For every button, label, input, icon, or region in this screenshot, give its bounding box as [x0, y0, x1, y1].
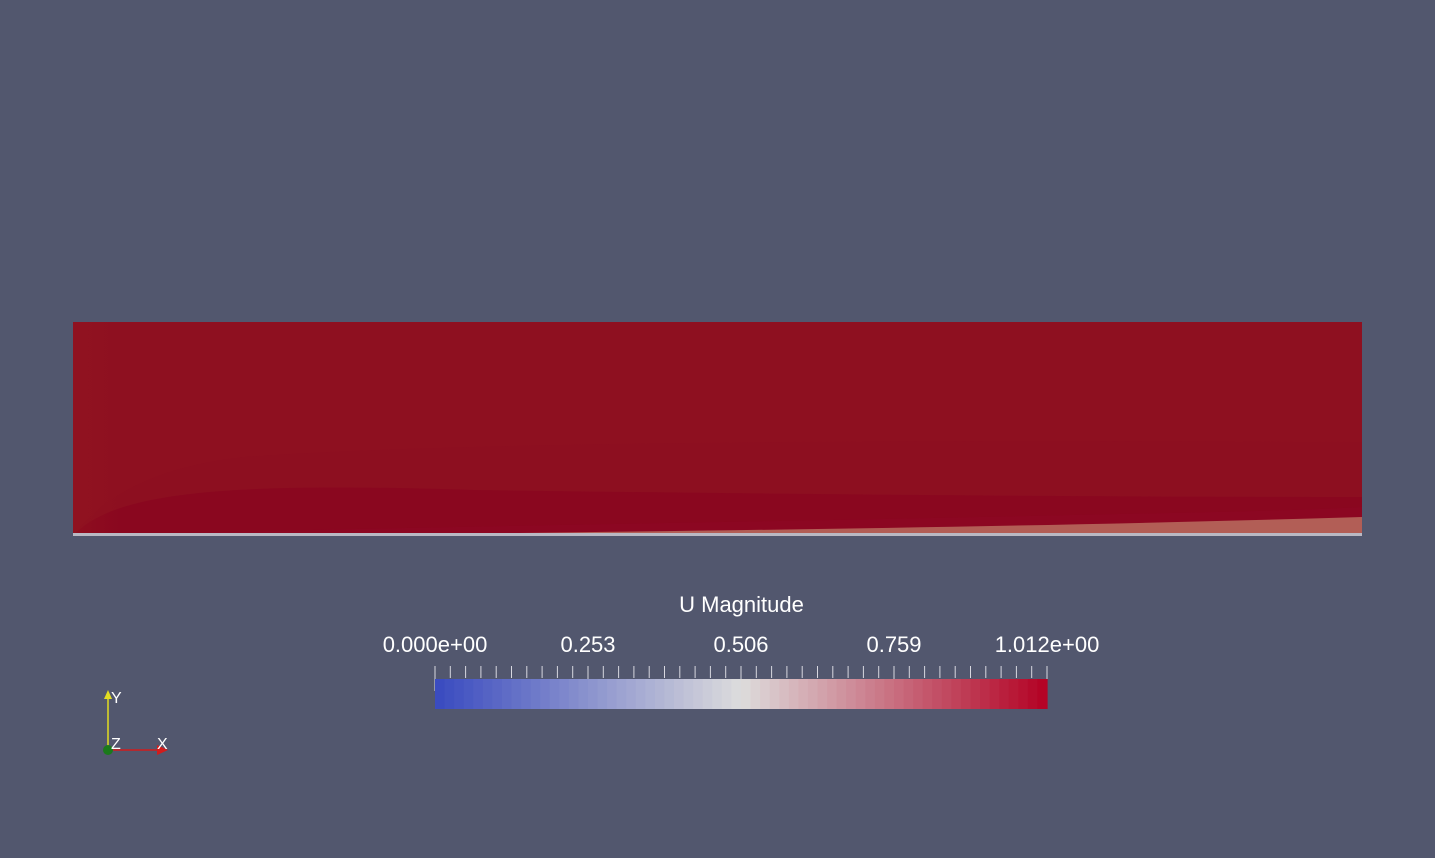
- colorbar-band: [463, 679, 474, 709]
- colorbar-band: [779, 679, 790, 709]
- colorbar-band: [501, 679, 513, 709]
- colorbar-band: [999, 679, 1010, 709]
- colorbar-band: [760, 679, 771, 709]
- colorbar-band: [521, 679, 532, 709]
- colorbar-band: [635, 679, 646, 709]
- colorbar-band: [626, 679, 637, 709]
- colorbar-band: [836, 679, 847, 709]
- colorbar-band: [750, 679, 761, 709]
- colorbar-band: [645, 679, 656, 709]
- tick-label-q1: 0.253: [560, 632, 616, 657]
- colorbar-band: [846, 679, 857, 709]
- colorbar-band: [712, 679, 723, 709]
- colorbar-band: [435, 679, 446, 709]
- y-axis-arrow: [104, 690, 112, 699]
- colorbar-band: [932, 679, 943, 709]
- colorbar-band: [492, 679, 503, 709]
- orientation-axes: Y Z X: [103, 690, 168, 755]
- colorbar-band: [702, 679, 713, 709]
- colorbar-band: [951, 679, 962, 709]
- colorbar-band: [540, 679, 551, 709]
- colorbar-band: [1018, 679, 1029, 709]
- colorbar-band: [903, 679, 914, 709]
- y-axis-label: Y: [111, 690, 122, 707]
- colorbar-band: [827, 679, 838, 709]
- colorbar-band: [616, 679, 627, 709]
- colorbar-bands: [435, 679, 1048, 709]
- colorbar-band: [597, 679, 608, 709]
- colorbar-band: [941, 679, 952, 709]
- tick-label-q3: 0.759: [866, 632, 922, 657]
- colorbar-band: [989, 679, 1000, 709]
- colorbar-band: [798, 679, 809, 709]
- colorbar-band: [568, 679, 580, 709]
- colorbar-band: [1027, 679, 1039, 709]
- colorbar-band: [865, 679, 876, 709]
- colorbar-band: [960, 679, 972, 709]
- colorbar-band: [913, 679, 924, 709]
- boundary-layer-warm-edge: [273, 517, 1362, 536]
- colorbar-band: [741, 679, 752, 709]
- colorbar-band: [683, 679, 694, 709]
- colorbar-band: [473, 679, 484, 709]
- colorbar[interactable]: [430, 660, 1052, 712]
- colorbar-band: [559, 679, 570, 709]
- colorbar-band: [1008, 679, 1019, 709]
- colorbar-band: [607, 679, 618, 709]
- colorbar-band: [664, 679, 675, 709]
- tick-label-max: 1.012e+00: [994, 632, 1100, 657]
- colorbar-band: [578, 679, 589, 709]
- colorbar-band: [922, 679, 933, 709]
- colorbar-band: [654, 679, 666, 709]
- colorbar-band: [444, 679, 455, 709]
- colorbar-band: [511, 679, 522, 709]
- wall-line: [73, 533, 1362, 536]
- colorbar-band: [769, 679, 780, 709]
- colorbar-band: [807, 679, 819, 709]
- colorbar-band: [482, 679, 493, 709]
- colorbar-band: [894, 679, 905, 709]
- z-axis-label: Z: [111, 736, 121, 753]
- velocity-field-plot[interactable]: [73, 322, 1362, 536]
- tick-label-min: 0.000e+00: [382, 632, 488, 657]
- colorbar-band: [884, 679, 895, 709]
- colorbar-band: [588, 679, 599, 709]
- colorbar-band: [980, 679, 991, 709]
- colorbar-band: [731, 679, 742, 709]
- colorbar-band: [549, 679, 560, 709]
- colorbar-band: [855, 679, 866, 709]
- colorbar-band: [454, 679, 465, 709]
- colorbar-band: [1037, 679, 1048, 709]
- colorbar-band: [693, 679, 704, 709]
- colorbar-band: [674, 679, 685, 709]
- z-axis-dot: [103, 745, 113, 755]
- colorbar-band: [530, 679, 541, 709]
- legend-title: U Magnitude: [679, 592, 804, 617]
- colorbar-band: [788, 679, 799, 709]
- upper-core-region: [73, 322, 1362, 536]
- colorbar-band: [817, 679, 828, 709]
- inlet-region: [73, 322, 333, 536]
- colorbar-band: [874, 679, 886, 709]
- x-axis-label: X: [157, 736, 168, 753]
- colorbar-band: [970, 679, 981, 709]
- tick-label-mid: 0.506: [713, 632, 769, 657]
- x-axis-arrow: [157, 745, 168, 755]
- colorbar-band: [721, 679, 733, 709]
